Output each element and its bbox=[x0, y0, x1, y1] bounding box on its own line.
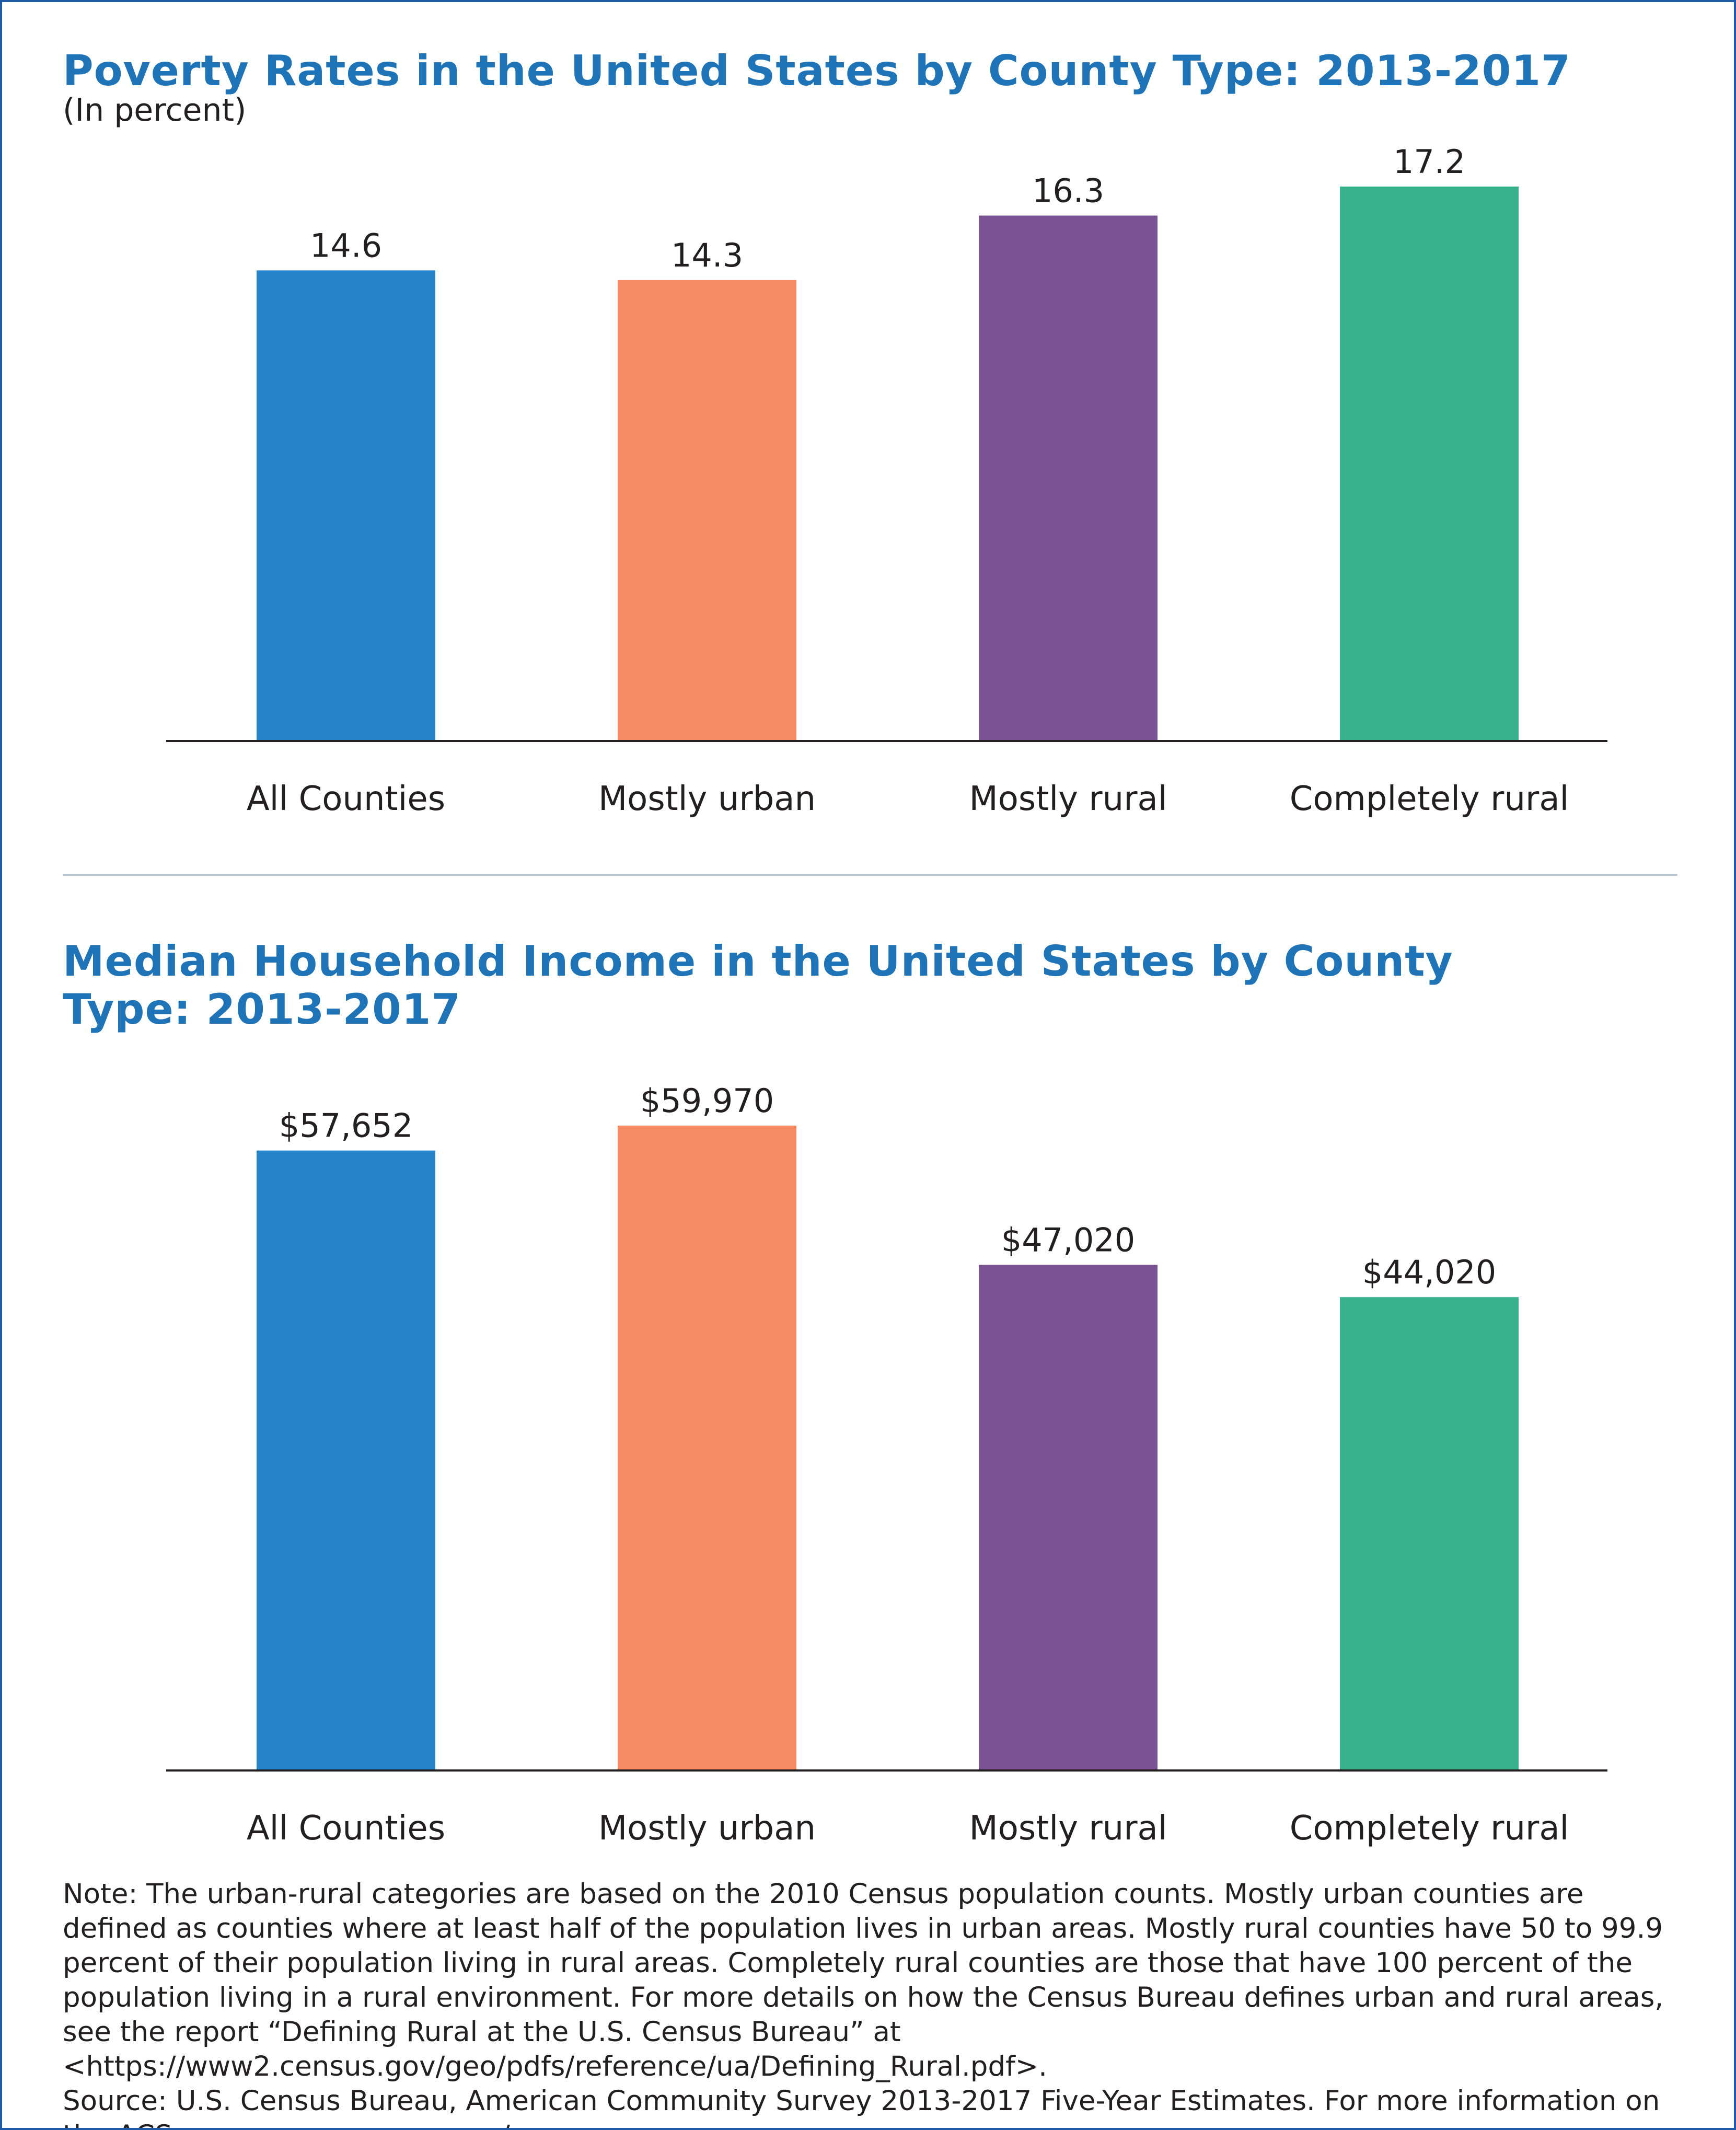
poverty-value-label-2: 16.3 bbox=[1032, 172, 1104, 210]
poverty-category-label-0: All Counties bbox=[247, 780, 445, 818]
poverty-bar-chart: 14.6 All Counties 14.3 Mostly urban 16.3 Most… bbox=[166, 143, 1607, 818]
poverty-bar-3 bbox=[1340, 187, 1519, 741]
income-bar-3 bbox=[1340, 1297, 1519, 1770]
poverty-category-label-2: Mostly rural bbox=[969, 780, 1167, 818]
poverty-bar-2 bbox=[979, 215, 1158, 741]
poverty-chart-title: Poverty Rates in the United States by Co… bbox=[63, 47, 1571, 95]
poverty-bar-1 bbox=[618, 280, 796, 741]
income-category-label-1: Mostly urban bbox=[598, 1809, 816, 1848]
income-value-label-0: $57,652 bbox=[279, 1107, 413, 1145]
poverty-category-label-3: Completely rural bbox=[1290, 780, 1569, 818]
income-category-label-3: Completely rural bbox=[1290, 1809, 1569, 1848]
income-chart-title: Median Household Income in the United St… bbox=[63, 937, 1453, 1034]
income-value-label-1: $59,970 bbox=[640, 1082, 774, 1120]
note-text: Note: The urban-rural categories are bas… bbox=[63, 1878, 1664, 2082]
income-bar-1 bbox=[618, 1126, 796, 1770]
income-category-label-0: All Counties bbox=[247, 1809, 445, 1848]
source-text: Source: U.S. Census Bureau, American Com… bbox=[63, 2085, 1660, 2128]
income-category-label-2: Mostly rural bbox=[969, 1809, 1167, 1848]
footnote: Note: The urban-rural categories are bas… bbox=[63, 1877, 1688, 2128]
income-bar-0 bbox=[257, 1150, 435, 1770]
income-value-label-2: $47,020 bbox=[1001, 1221, 1135, 1259]
income-bar-2 bbox=[979, 1265, 1158, 1770]
poverty-chart-subtitle: (In percent) bbox=[63, 92, 247, 129]
poverty-value-label-3: 17.2 bbox=[1393, 143, 1465, 181]
income-value-label-3: $44,020 bbox=[1362, 1253, 1496, 1291]
section-divider bbox=[63, 874, 1677, 876]
poverty-category-label-1: Mostly urban bbox=[598, 780, 816, 818]
income-bar-chart: $57,652 All Counties $59,970 Mostly urban $4… bbox=[166, 1082, 1607, 1848]
poverty-value-label-1: 14.3 bbox=[671, 236, 743, 274]
poverty-value-label-0: 14.6 bbox=[310, 226, 382, 264]
poverty-bar-0 bbox=[257, 270, 435, 741]
